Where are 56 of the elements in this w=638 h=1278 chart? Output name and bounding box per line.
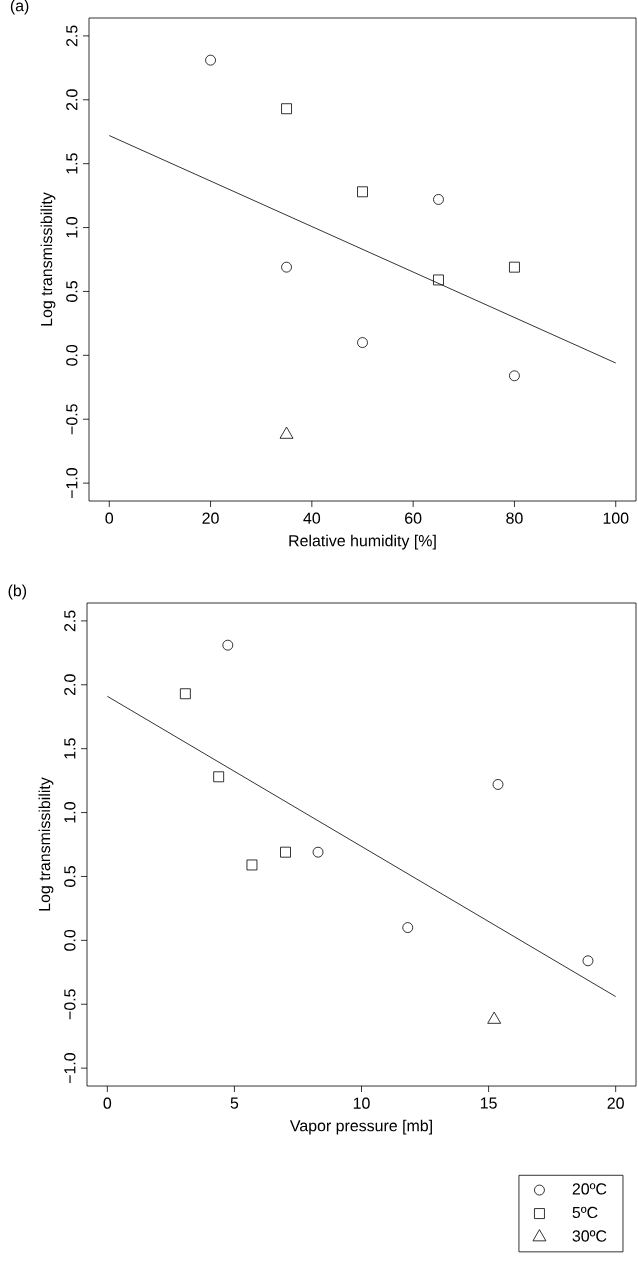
y-tick-label: 2.0	[64, 674, 76, 696]
point	[433, 194, 444, 205]
x-tick-label: 0	[103, 1097, 112, 1109]
x-tick-label: 100	[603, 512, 629, 524]
y-tick-label: 2.0	[66, 89, 78, 111]
y-tick-label: 1.0	[66, 217, 78, 238]
y-tick-label: 0.5	[66, 281, 78, 302]
x-tick-label: 40	[303, 512, 321, 524]
x-axis-title: Vapor pressure [mb]	[289, 1119, 432, 1135]
point	[509, 261, 520, 273]
point	[179, 688, 191, 700]
point	[205, 54, 216, 66]
point	[402, 922, 414, 933]
point	[487, 1011, 502, 1024]
point	[279, 426, 294, 439]
point	[213, 771, 225, 783]
x-tick-label: 15	[480, 1097, 497, 1109]
y-tick-label: −0.5	[64, 989, 76, 1020]
point	[357, 337, 368, 348]
y-tick-label: 1.5	[66, 153, 78, 174]
legend-label: 20ºC	[572, 1183, 607, 1195]
point	[492, 779, 504, 790]
point	[222, 639, 234, 651]
x-tick-label: 80	[506, 512, 523, 524]
x-tick-label: 20	[202, 512, 219, 524]
x-tick-label: 60	[405, 512, 422, 524]
point	[357, 186, 368, 198]
y-tick-label: −0.5	[66, 404, 78, 435]
y-tick-label: 1.5	[64, 738, 76, 759]
y-tick-label: 0.0	[64, 929, 76, 951]
x-axis-title: Relative humidity [%]	[289, 534, 436, 550]
x-tick-label: 10	[353, 1097, 370, 1109]
chart-title: (b)	[8, 584, 27, 600]
y-axis-title: Log transmissibility	[38, 777, 54, 911]
legend-label: 5ºC	[572, 1206, 598, 1219]
y-tick-label: −1.0	[66, 468, 78, 499]
y-tick-label: −1.0	[64, 1053, 76, 1084]
chart-title: (a)	[10, 0, 29, 15]
point	[509, 370, 520, 382]
legend-label: 30ºC	[572, 1230, 607, 1242]
x-tick-label: 20	[607, 1097, 624, 1109]
x-tick-label: 5	[230, 1097, 239, 1109]
y-tick-label: 2.5	[64, 610, 76, 632]
y-tick-label: 0.0	[66, 344, 78, 366]
point	[312, 846, 324, 858]
y-axis-title: Log transmissibility	[40, 192, 56, 326]
y-tick-label: 0.5	[64, 866, 76, 887]
point	[281, 103, 292, 115]
point	[433, 274, 444, 286]
point	[246, 859, 258, 871]
y-tick-label: 2.5	[66, 25, 78, 47]
point	[281, 261, 292, 273]
point	[582, 955, 594, 967]
y-tick-label: 1.0	[64, 802, 76, 823]
point	[280, 846, 291, 858]
x-tick-label: 0	[105, 512, 114, 524]
